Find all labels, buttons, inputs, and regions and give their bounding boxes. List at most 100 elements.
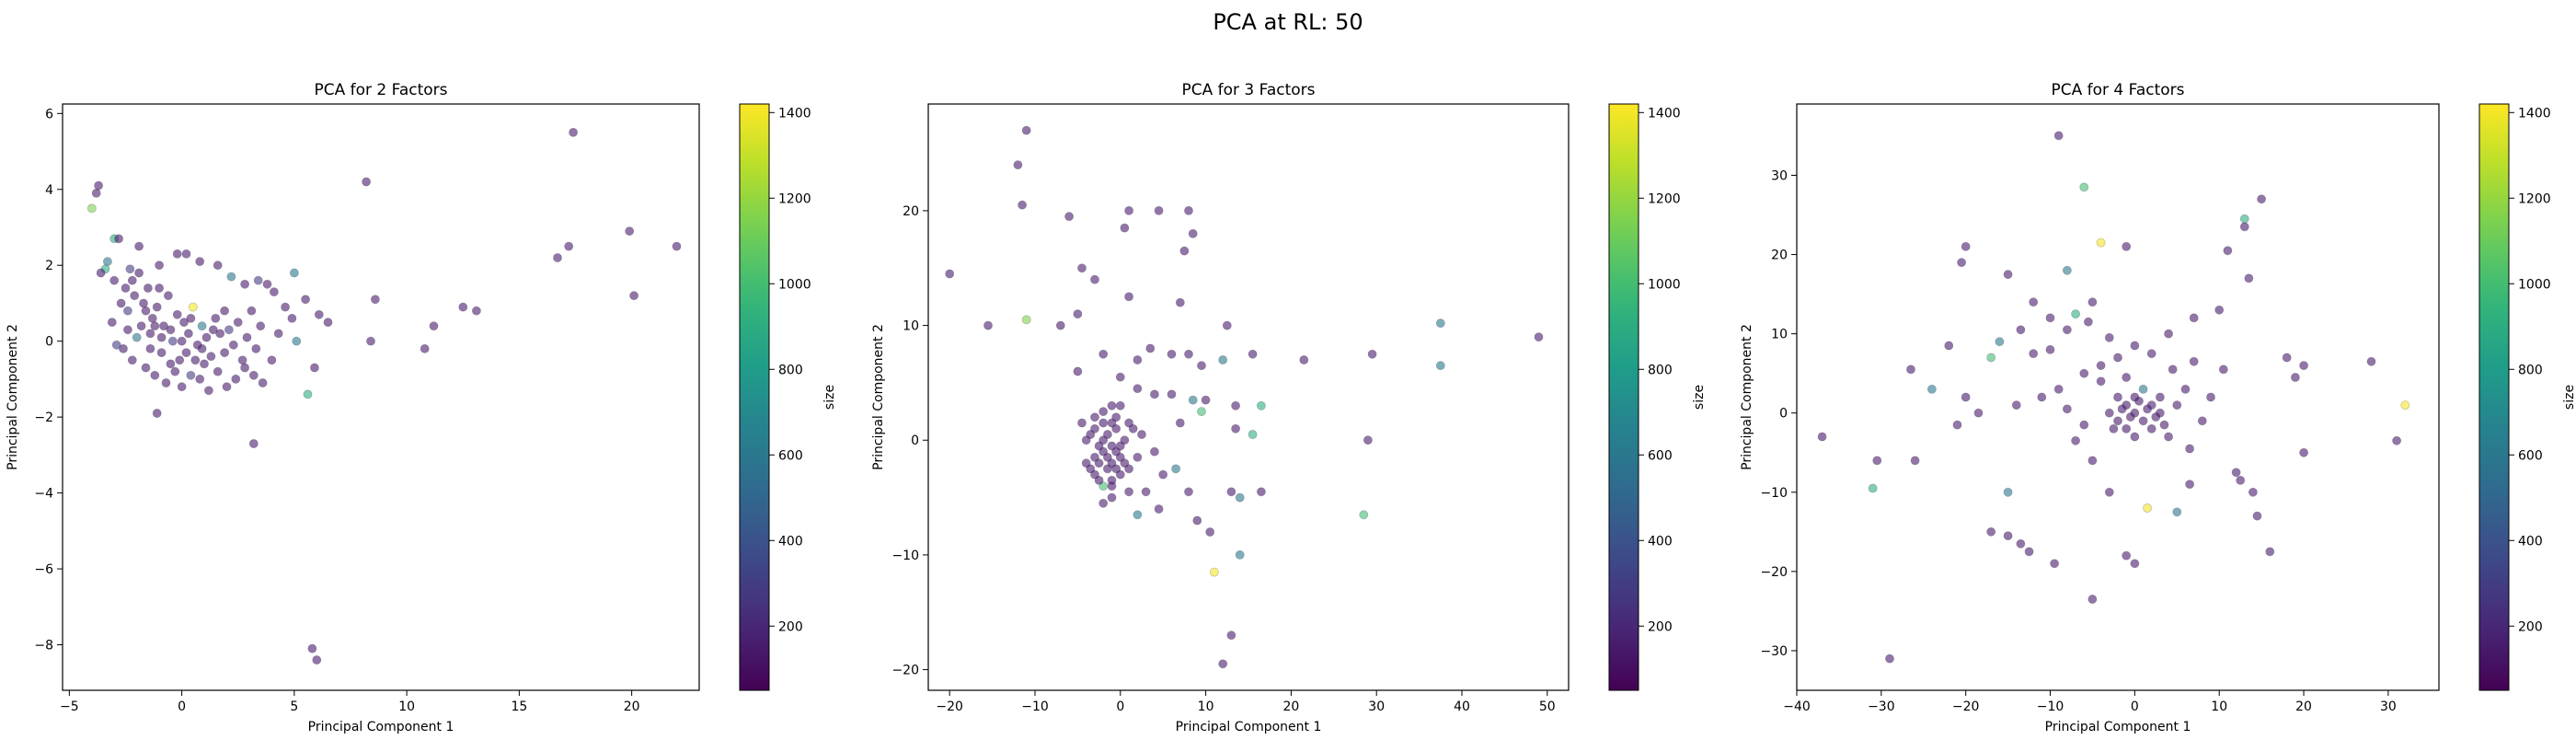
- data-point: [206, 352, 216, 362]
- y-tick-label: −20: [891, 664, 919, 678]
- colorbar: 200 400 600 800 1000 1200 1400 size: [2478, 103, 2576, 691]
- colorbar: 200 400 600 800 1000 1200 1400 size: [739, 103, 837, 691]
- data-point: [1868, 483, 1878, 493]
- data-point: [1235, 492, 1245, 503]
- data-point: [1107, 441, 1117, 451]
- data-point: [2096, 237, 2106, 248]
- colorbar-tick-label: 1200: [2518, 191, 2551, 206]
- data-point: [2053, 384, 2064, 394]
- data-point: [2104, 487, 2114, 497]
- data-point: [1926, 384, 1937, 394]
- colorbar-tick-label: 200: [1648, 619, 1673, 634]
- data-point: [155, 260, 164, 271]
- data-point: [251, 343, 261, 353]
- subplot-1: PCA for 2 Factors −5 0 5 10 15 20 −8 −6 −4 −2 0 2 4 6 P…: [6, 81, 837, 734]
- data-point: [1064, 212, 1074, 222]
- data-point: [1133, 384, 1143, 394]
- data-point: [2062, 265, 2072, 275]
- data-point: [1184, 349, 1193, 359]
- data-point: [1055, 320, 1065, 330]
- y-tick-label: 0: [1779, 407, 1788, 422]
- data-point: [1218, 659, 1228, 669]
- colorbar-tick-label: 200: [778, 619, 803, 634]
- data-point: [2257, 194, 2266, 204]
- data-point: [179, 318, 189, 327]
- data-point: [625, 226, 635, 236]
- data-point: [248, 370, 259, 380]
- data-point: [1115, 441, 1125, 451]
- data-point: [273, 329, 283, 339]
- data-point: [2214, 305, 2225, 315]
- colorbar-tick-label: 800: [2518, 363, 2543, 377]
- data-point: [2083, 317, 2093, 327]
- data-point: [1961, 241, 1971, 251]
- data-point: [253, 275, 263, 285]
- y-tick-label: −10: [891, 549, 919, 563]
- colorbar-tick-label: 600: [778, 448, 803, 463]
- data-point: [2016, 325, 2026, 335]
- data-point: [1077, 263, 1087, 273]
- data-point: [2104, 332, 2114, 342]
- data-point: [141, 363, 151, 373]
- data-point: [1103, 452, 1112, 462]
- data-point: [2087, 595, 2098, 604]
- data-point: [2130, 432, 2140, 442]
- data-point: [2290, 373, 2300, 382]
- data-point: [2185, 444, 2194, 454]
- data-point: [2079, 368, 2089, 378]
- data-point: [190, 355, 201, 365]
- data-point: [1944, 341, 1954, 351]
- data-point: [307, 643, 317, 653]
- data-point: [1957, 258, 1966, 268]
- data-point: [2053, 131, 2064, 141]
- data-point: [200, 359, 209, 369]
- data-point: [2011, 400, 2021, 410]
- data-point: [2029, 349, 2039, 359]
- colorbar-tick-label: 400: [1648, 534, 1673, 549]
- data-point: [2062, 325, 2072, 335]
- data-point: [188, 302, 198, 312]
- data-point: [1205, 527, 1215, 537]
- data-point: [1077, 418, 1087, 428]
- y-tick-label: 20: [1771, 249, 1788, 263]
- data-point: [2079, 182, 2089, 192]
- data-point: [1124, 418, 1133, 428]
- data-point: [1952, 420, 1962, 430]
- data-point: [2109, 423, 2119, 434]
- data-point: [1150, 389, 1159, 399]
- colorbar-label: size: [822, 385, 837, 410]
- data-point: [201, 332, 212, 342]
- data-point: [2122, 550, 2132, 561]
- x-axis-label: Principal Component 1: [2045, 720, 2191, 734]
- data-point: [1367, 349, 1377, 359]
- data-point: [2122, 423, 2132, 434]
- data-point: [156, 348, 167, 357]
- data-point: [181, 348, 191, 357]
- colorbar-gradient: [739, 103, 770, 691]
- data-point: [122, 325, 132, 335]
- x-tick-label: −20: [1952, 700, 1980, 714]
- data-point: [2164, 432, 2173, 442]
- y-tick-label: 20: [903, 204, 919, 219]
- data-point: [1534, 332, 1544, 341]
- data-point: [1018, 200, 1027, 210]
- data-point: [309, 363, 319, 373]
- y-tick-label: −10: [1760, 486, 1788, 501]
- data-point: [134, 268, 144, 278]
- data-point: [166, 359, 176, 369]
- y-tick-label: −30: [1760, 644, 1788, 659]
- colorbar-tick-label: 1400: [778, 106, 811, 121]
- colorbar-tick-label: 600: [2518, 448, 2543, 463]
- data-point: [2037, 392, 2047, 402]
- data-point: [289, 268, 299, 278]
- data-point: [1090, 452, 1099, 462]
- figure-title: PCA at RL: 50: [1213, 9, 1363, 35]
- data-point: [156, 332, 167, 342]
- y-tick-label: 30: [1771, 168, 1788, 183]
- axes-frame: [927, 103, 1570, 691]
- data-point: [103, 257, 112, 266]
- data-point: [2155, 392, 2165, 402]
- y-tick-label: −20: [1760, 565, 1788, 580]
- data-point: [127, 275, 137, 285]
